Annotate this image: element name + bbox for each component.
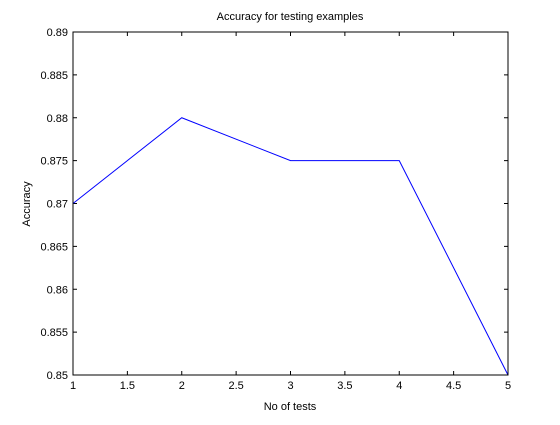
y-tick-label: 0.87 [47, 199, 68, 211]
y-tick-label: 0.855 [40, 327, 68, 339]
x-tick-label: 1.5 [120, 380, 135, 392]
y-tick-label: 0.86 [47, 284, 68, 296]
x-tick-label: 2.5 [228, 380, 243, 392]
chart-title: Accuracy for testing examples [217, 11, 364, 23]
x-tick-label: 2 [179, 380, 185, 392]
x-axis-title: No of tests [264, 401, 317, 413]
x-tick-label: 4 [396, 380, 402, 392]
y-tick-label: 0.89 [47, 27, 68, 39]
x-tick-label: 3.5 [337, 380, 352, 392]
x-tick-label: 1 [70, 380, 76, 392]
y-tick-label: 0.88 [47, 113, 68, 125]
x-tick-label: 5 [505, 380, 511, 392]
x-tick-label: 3 [287, 380, 293, 392]
x-tick-label: 4.5 [446, 380, 461, 392]
y-axis-title: Accuracy [21, 181, 33, 227]
y-tick-label: 0.885 [40, 70, 68, 82]
y-tick-label: 0.875 [40, 156, 68, 168]
y-tick-label: 0.85 [47, 370, 68, 382]
y-tick-label: 0.865 [40, 241, 68, 253]
